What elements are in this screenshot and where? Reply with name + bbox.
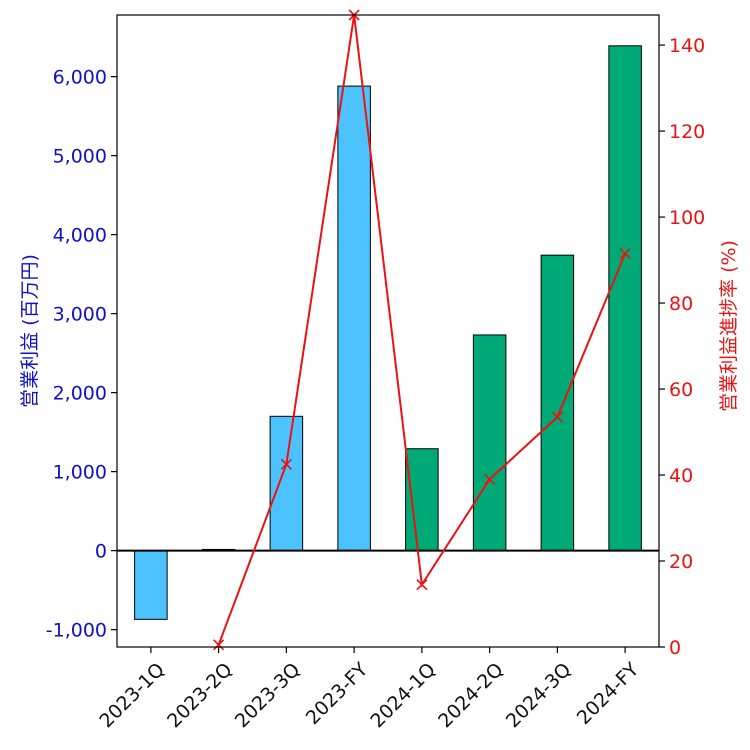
bar-2023-3Q [269,415,304,552]
bar-2024-1Q [405,448,439,552]
progress-marker-2024-1Q [416,579,428,591]
x-tick-label: 2023-2Q [163,659,237,733]
bars-layer [134,45,642,620]
progress-marker-2024-FY [619,248,631,260]
right-tick-label: 120 [669,121,705,143]
progress-line-layer [213,9,631,651]
progress-marker-2024-3Q [551,411,563,423]
bar-2024-3Q [540,254,575,552]
right-tick-label: 0 [669,637,681,659]
plot-frame [116,14,660,648]
right-tick-label: 80 [669,293,693,315]
left-tick-label: -1,000 [46,620,107,642]
progress-marker-2024-2Q [484,473,496,485]
left-tick-label: 4,000 [53,225,107,247]
x-tick-label: 2023-3Q [231,659,305,733]
left-tick-label: 6,000 [53,67,107,89]
left-tick-label: 1,000 [53,462,107,484]
bar-2023-FY [337,85,371,552]
right-tick-label: 40 [669,465,693,487]
progress-marker-2023-2Q [213,639,225,651]
right-tick-label: 140 [669,35,705,57]
right-tick-label: 100 [669,207,705,229]
x-tick-label: 2023-FY [302,658,373,729]
y-axis-label-left: 営業利益 (百万円) [19,254,41,408]
right-tick-label: 20 [669,551,693,573]
x-tick-label: 2024-1Q [366,659,440,733]
x-tick-label: 2024-3Q [502,659,576,733]
x-tick-label: 2024-2Q [434,659,508,733]
x-axis: 2023-1Q2023-2Q2023-3Q2023-FY2024-1Q2024-… [95,647,644,733]
left-tick-label: 2,000 [53,383,107,405]
right-tick-label: 60 [669,379,693,401]
left-axis: -1,000 0 1,000 2,000 3,000 4,000 5,000 6,000 [46,67,117,642]
x-tick-label: 2024-FY [573,658,644,729]
y-axis-label-right: 営業利益進捗率 (%) [718,240,740,412]
bar-2023-1Q [134,550,168,620]
x-tick-label: 2023-1Q [95,659,169,733]
left-tick-label: 5,000 [53,146,107,168]
left-tick-label: 0 [95,541,107,563]
bar-2024-FY [608,45,642,552]
bar-2024-2Q [472,334,507,552]
right-axis: 0 20 40 60 80 100 120 140 [659,35,705,659]
left-tick-label: 3,000 [53,304,107,326]
progress-marker-2023-3Q [280,458,292,470]
